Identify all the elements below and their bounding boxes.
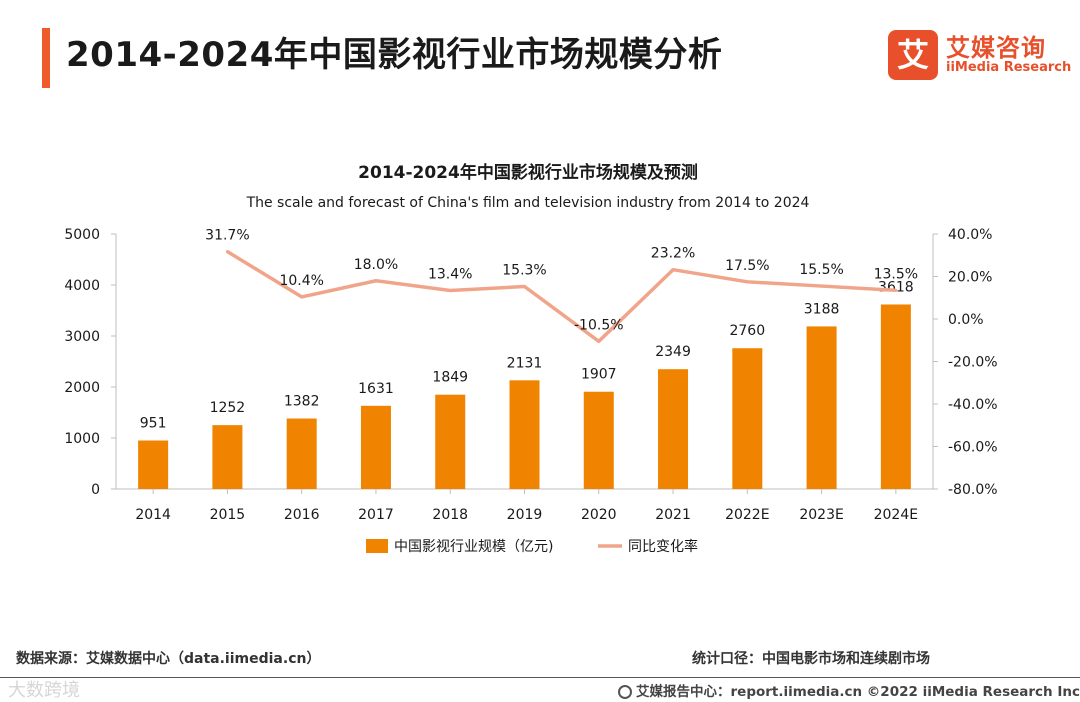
yoy-value-label: 10.4%	[279, 273, 323, 289]
x-tick-label: 2018	[432, 507, 468, 523]
logo-english-name: iiMedia Research	[946, 60, 1072, 75]
page-title: 2014-2024年中国影视行业市场规模分析	[66, 35, 723, 75]
x-tick-label: 2015	[210, 507, 246, 523]
logo-chinese-name: 艾媒咨询	[946, 34, 1046, 62]
report-center-text: 艾媒报告中心：report.iimedia.cn ©2022 iiMedia R…	[636, 684, 1080, 700]
chart-title: 2014-2024年中国影视行业市场规模及预测	[358, 162, 698, 183]
legend-bar-label: 中国影视行业规模（亿元)	[394, 539, 553, 555]
y-right-tick-label: -20.0%	[948, 355, 998, 371]
bar-value-label: 951	[140, 415, 167, 431]
bar-value-label: 1907	[581, 367, 617, 383]
x-tick-label: 2017	[358, 507, 394, 523]
y-left-tick-label: 0	[91, 482, 100, 498]
yoy-value-label: 15.5%	[799, 262, 843, 278]
bar-value-label: 2131	[507, 355, 543, 371]
y-right-tick-label: 40.0%	[948, 227, 992, 243]
bar-2015	[212, 425, 243, 489]
x-tick-label: 2014	[135, 507, 171, 523]
yoy-point-2020	[597, 339, 601, 343]
bar-2014	[138, 440, 169, 489]
x-tick-label: 2020	[581, 507, 617, 523]
bar-value-label: 1382	[284, 394, 320, 410]
yoy-point-2022E	[745, 280, 749, 284]
yoy-value-label: 23.2%	[651, 246, 695, 262]
bar-value-label: 1252	[210, 400, 246, 416]
bar-2019	[509, 380, 540, 489]
yoy-value-label: -10.5%	[574, 317, 624, 333]
yoy-value-label: 15.3%	[502, 262, 546, 278]
bar-2020	[583, 391, 614, 489]
bar-value-label: 1631	[358, 381, 394, 397]
y-left-tick-label: 3000	[64, 329, 100, 345]
yoy-point-2019	[523, 284, 526, 288]
yoy-point-2021	[671, 268, 675, 272]
x-tick-label: 2019	[507, 507, 543, 523]
y-right-tick-label: -80.0%	[948, 482, 998, 498]
yoy-value-label: 31.7%	[205, 228, 249, 244]
data-source-note: 数据来源：艾媒数据中心（data.iimedia.cn）	[16, 651, 321, 667]
y-left-tick-label: 5000	[64, 227, 100, 243]
bar-2022E	[732, 348, 763, 489]
bar-value-label: 1849	[432, 370, 468, 386]
x-tick-label: 2022E	[725, 507, 769, 523]
yoy-point-2023E	[820, 284, 824, 288]
yoy-value-label: 18.0%	[354, 257, 398, 273]
x-tick-label: 2023E	[799, 507, 843, 523]
yoy-point-2024E	[894, 288, 898, 292]
bar-value-label: 2760	[729, 323, 765, 339]
yoy-value-label: 13.5%	[874, 266, 918, 282]
legend-line-label: 同比变化率	[628, 538, 698, 555]
bar-value-label: 2349	[655, 344, 691, 360]
y-left-tick-label: 1000	[64, 431, 100, 447]
yoy-point-2015	[225, 250, 229, 254]
y-left-tick-label: 2000	[64, 380, 100, 396]
x-tick-label: 2016	[284, 507, 320, 523]
bar-2024E	[880, 304, 911, 489]
bar-2017	[360, 405, 391, 489]
y-left-tick-label: 4000	[64, 278, 100, 294]
iimedia-logo: 艾 艾媒咨询 iiMedia Research	[888, 30, 1072, 82]
yoy-value-label: 13.4%	[428, 267, 472, 283]
yoy-point-2016	[300, 295, 304, 299]
globe-icon	[618, 685, 632, 699]
x-tick-label: 2024E	[874, 507, 918, 523]
bar-value-label: 3188	[804, 301, 840, 317]
report-center-note: 艾媒报告中心：report.iimedia.cn ©2022 iiMedia R…	[618, 680, 1080, 700]
watermark-text: 大数跨境	[8, 680, 80, 701]
yoy-change-line	[226, 250, 896, 344]
market-scale-chart: 2014-2024年中国影视行业市场规模及预测 The scale and for…	[64, 162, 998, 555]
x-tick-label: 2021	[655, 507, 691, 523]
yoy-point-2017	[374, 279, 378, 283]
bar-2023E	[806, 326, 837, 489]
statistical-scope-note: 统计口径：中国电影市场和连续剧市场	[692, 651, 930, 667]
y-right-tick-label: -60.0%	[948, 440, 998, 456]
footer-divider	[0, 677, 1080, 678]
y-right-tick-label: -40.0%	[948, 397, 998, 413]
logo-mark: 艾	[888, 30, 938, 80]
title-accent-bar	[42, 28, 50, 88]
chart-subtitle: The scale and forecast of China's film a…	[246, 195, 810, 211]
legend-bar-swatch	[366, 539, 388, 553]
y-right-tick-label: 20.0%	[948, 270, 992, 286]
bar-2016	[286, 418, 317, 489]
bar-2021	[658, 369, 689, 489]
y-right-tick-label: 0.0%	[948, 312, 984, 328]
bar-2018	[435, 394, 466, 489]
yoy-point-2018	[448, 289, 452, 293]
yoy-value-label: 17.5%	[725, 258, 769, 274]
